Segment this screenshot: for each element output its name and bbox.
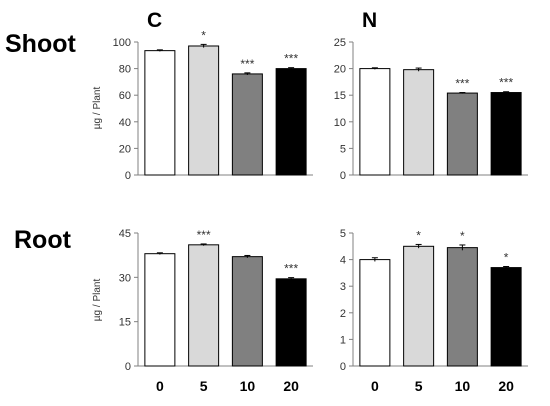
y-tick-label: 100 [113,37,131,49]
y-tick-label: 80 [119,64,131,76]
bar-20 [490,92,522,176]
bar-20 [275,68,307,176]
x-tick-label: 20 [283,378,299,394]
significance-marker: *** [284,262,298,276]
y-tick-label: 1 [340,334,346,346]
y-tick-label: 3 [340,281,346,293]
y-tick-label: 25 [334,37,346,49]
y-tick-label: 15 [334,90,346,102]
x-tick-label: 20 [498,378,514,394]
bar-10 [446,92,478,176]
significance-marker: *** [240,57,254,71]
x-tick-label: 5 [415,378,423,394]
x-tick-label: 10 [240,378,256,394]
y-tick-label: 60 [119,90,131,102]
y-tick-label: 0 [125,170,131,182]
y-axis-label-root: µg / Plant [92,279,103,322]
y-tick-label: 0 [340,170,346,182]
bar-10 [231,73,263,176]
bar-0 [359,68,391,176]
significance-marker: *** [455,77,469,91]
significance-marker: * [201,28,206,42]
bar-10 [231,256,263,367]
bar-0 [359,259,391,367]
bar-20 [275,278,307,367]
significance-marker: *** [284,52,298,66]
y-tick-label: 40 [119,117,131,129]
x-tick-label: 0 [156,378,164,394]
chart-root-n: 0 1 2 3 4 5 0 * 5 * 10 * 20 [340,228,528,394]
column-label-n: N [362,9,377,32]
bar-5 [403,69,435,176]
y-tick-label: 2 [340,308,346,320]
bar-5 [403,245,435,367]
significance-marker: * [416,228,421,242]
bar-5 [188,244,220,367]
y-tick-label: 20 [334,64,346,76]
y-tick-label: 5 [340,228,346,240]
y-axis-label-shoot: µg / Plant [92,87,103,130]
y-tick-label: 45 [119,228,131,240]
y-tick-label: 10 [334,117,346,129]
y-tick-label: 20 [119,143,131,155]
x-tick-label: 5 [200,378,208,394]
significance-marker: * [504,251,509,265]
row-label-root: Root [14,226,72,254]
bar-5 [188,45,220,176]
bar-0 [144,50,176,176]
significance-marker: * [460,229,465,243]
row-label-shoot: Shoot [5,30,76,58]
x-tick-label: 10 [455,378,471,394]
significance-marker: *** [499,76,513,90]
chart-shoot-n: 0 5 10 15 20 25 *** *** [334,37,528,182]
y-tick-label: 0 [125,361,131,373]
y-tick-label: 4 [340,255,346,267]
y-tick-label: 5 [340,143,346,155]
x-tick-label: 0 [371,378,379,394]
y-tick-label: 15 [119,317,131,329]
significance-marker: *** [197,228,211,242]
bar-0 [144,253,176,367]
y-tick-label: 0 [340,361,346,373]
y-tick-label: 30 [119,272,131,284]
column-label-c: C [147,9,162,32]
bar-10 [446,247,478,367]
bar-20 [490,267,522,367]
chart-root-c: 0 15 30 45 0 *** 5 10 *** 20 [119,228,313,394]
